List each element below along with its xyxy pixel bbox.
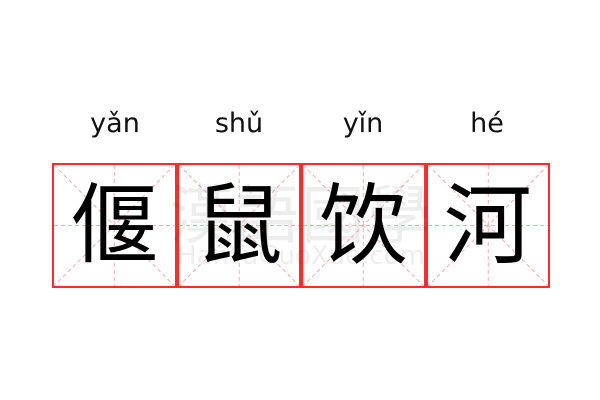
pinyin-4: hé: [470, 108, 504, 139]
char-cell-2: 鼠: [176, 163, 301, 288]
char-cell-3: 饮: [301, 163, 426, 288]
character-grid: 偃 鼠 饮 河: [52, 163, 550, 288]
pinyin-3: yǐn: [342, 108, 384, 139]
hanzi-character: 饮: [319, 173, 408, 277]
char-cell-4: 河: [425, 163, 550, 288]
guide-lines: [303, 165, 424, 286]
hanzi-character: 偃: [70, 173, 159, 277]
pinyin-1: yǎn: [90, 108, 140, 139]
pinyin-2: shǔ: [214, 108, 264, 139]
hanzi-character: 鼠: [194, 173, 283, 277]
guide-lines: [54, 165, 175, 286]
guide-lines: [428, 165, 549, 286]
hanzi-character: 河: [443, 173, 532, 277]
char-cell-1: 偃: [52, 163, 177, 288]
guide-lines: [179, 165, 300, 286]
